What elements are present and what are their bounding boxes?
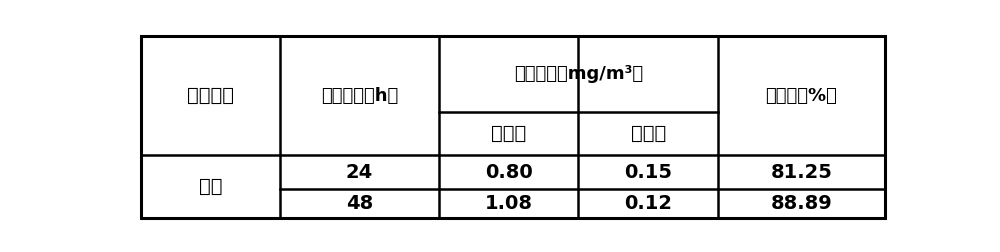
Text: 48: 48: [346, 194, 373, 213]
Text: 88.89: 88.89: [770, 194, 832, 213]
Text: 甲醒: 甲醒: [198, 177, 222, 196]
Text: 检测结果（mg/m³）: 检测结果（mg/m³）: [514, 65, 643, 83]
Text: 24: 24: [346, 163, 373, 182]
Text: 样品舱: 样品舱: [631, 124, 666, 143]
Text: 1.08: 1.08: [485, 194, 533, 213]
Text: 0.80: 0.80: [485, 163, 532, 182]
Text: 0.12: 0.12: [624, 194, 672, 213]
Text: 作用时间（h）: 作用时间（h）: [321, 87, 398, 105]
Text: 空白舱: 空白舱: [491, 124, 526, 143]
Text: 检测项目: 检测项目: [187, 86, 234, 105]
Text: 81.25: 81.25: [770, 163, 832, 182]
Text: 去除率（%）: 去除率（%）: [765, 87, 837, 105]
Text: 0.15: 0.15: [624, 163, 672, 182]
